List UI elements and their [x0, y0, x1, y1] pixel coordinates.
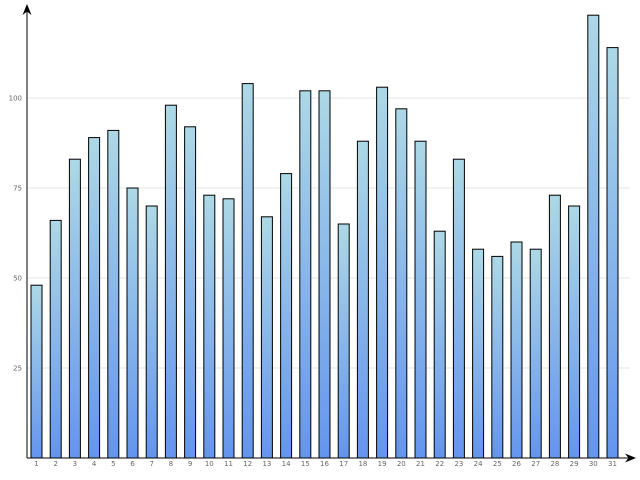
axes — [22, 4, 636, 463]
bar-21 — [414, 140, 427, 459]
x-tick-label: 30 — [589, 460, 598, 468]
bar-27 — [529, 248, 542, 459]
x-tick-label: 1 — [34, 460, 38, 468]
bar-7 — [145, 205, 158, 459]
bar-19 — [376, 86, 389, 459]
x-axis-arrow-icon — [625, 453, 636, 463]
x-tick-label: 7 — [149, 460, 153, 468]
x-tick-label: 11 — [224, 460, 233, 468]
x-tick-label: 8 — [169, 460, 173, 468]
bar-4 — [88, 137, 101, 459]
x-tick-label: 18 — [358, 460, 367, 468]
x-tick-label: 24 — [474, 460, 483, 468]
bar-3 — [68, 158, 81, 459]
bar-16 — [318, 90, 331, 459]
x-tick-labels: 1 2 3 4 5 6 7 8 9 10 11 12 13 14 15 16 17 18 19 20 21 22 23 24 2… — [34, 460, 617, 468]
x-tick-label: 5 — [111, 460, 115, 468]
bar-28 — [548, 194, 561, 459]
x-tick-label: 6 — [130, 460, 135, 468]
x-tick-label: 12 — [243, 460, 252, 468]
bar-12 — [241, 83, 254, 459]
bar-22 — [433, 230, 446, 459]
y-tick-labels: 25 50 75 100 — [9, 95, 22, 373]
x-tick-label: 27 — [531, 460, 540, 468]
x-tick-label: 10 — [205, 460, 214, 468]
x-tick-label: 22 — [435, 460, 444, 468]
bar-23 — [452, 158, 465, 459]
bar-2 — [49, 219, 62, 459]
bar-20 — [395, 108, 408, 459]
x-tick-label: 23 — [454, 460, 463, 468]
x-tick-label: 25 — [493, 460, 502, 468]
bar-1 — [30, 284, 43, 459]
x-tick-label: 31 — [608, 460, 617, 468]
y-tick-label: 25 — [13, 365, 22, 373]
bar-29 — [568, 205, 581, 459]
x-tick-label: 4 — [92, 460, 97, 468]
bar-31 — [606, 47, 619, 459]
bar-25 — [491, 255, 504, 459]
bar-5 — [107, 129, 120, 459]
x-tick-label: 28 — [550, 460, 559, 468]
x-tick-label: 17 — [339, 460, 348, 468]
x-tick-label: 26 — [512, 460, 521, 468]
x-tick-label: 29 — [570, 460, 579, 468]
bar-13 — [260, 216, 273, 459]
x-tick-label: 9 — [188, 460, 192, 468]
x-tick-label: 21 — [416, 460, 425, 468]
bar-18 — [356, 140, 369, 459]
bar-6 — [126, 187, 139, 459]
bar-11 — [222, 198, 235, 459]
bar-26 — [510, 241, 523, 459]
y-tick-label: 100 — [9, 95, 22, 103]
y-tick-label: 75 — [13, 185, 22, 193]
x-tick-label: 15 — [301, 460, 310, 468]
bar-10 — [203, 194, 216, 459]
x-tick-label: 16 — [320, 460, 329, 468]
bar-14 — [280, 173, 293, 459]
bar-30 — [587, 14, 600, 459]
bar-15 — [299, 90, 312, 459]
y-tick-label: 50 — [13, 275, 22, 283]
bar-8 — [164, 104, 177, 459]
x-tick-label: 3 — [73, 460, 77, 468]
x-tick-label: 19 — [378, 460, 387, 468]
x-tick-label: 2 — [53, 460, 57, 468]
bar-24 — [472, 248, 485, 459]
bar-17 — [337, 223, 350, 459]
bar-9 — [184, 126, 197, 459]
x-tick-label: 13 — [262, 460, 271, 468]
x-tick-label: 20 — [397, 460, 406, 468]
bars — [30, 14, 619, 459]
x-tick-label: 14 — [282, 460, 291, 468]
y-axis-arrow-icon — [22, 4, 32, 15]
